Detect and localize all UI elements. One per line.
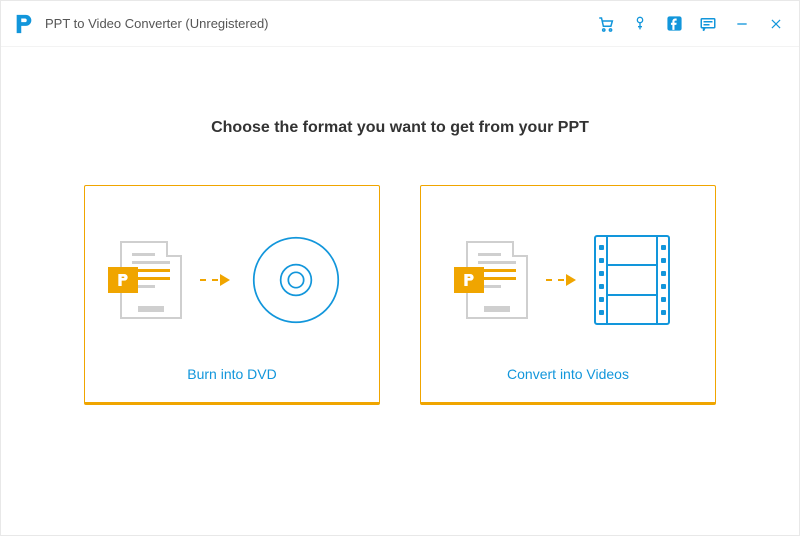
main-content: Choose the format you want to get from y…: [1, 47, 799, 535]
dvd-disc-icon: [248, 232, 344, 328]
titlebar-actions: [597, 15, 785, 33]
convert-video-card[interactable]: Convert into Videos: [420, 185, 716, 405]
page-heading: Choose the format you want to get from y…: [211, 119, 589, 137]
ppt-document-icon: [120, 241, 182, 319]
burn-dvd-label: Burn into DVD: [187, 366, 276, 404]
cart-icon[interactable]: [597, 15, 615, 33]
facebook-icon[interactable]: [665, 15, 683, 33]
filmstrip-icon: [594, 235, 670, 325]
app-logo-icon: [11, 11, 37, 37]
convert-video-art: [421, 186, 715, 366]
arrow-icon: [200, 273, 230, 287]
ppt-document-icon: [466, 241, 528, 319]
convert-video-label: Convert into Videos: [507, 366, 629, 404]
arrow-icon: [546, 273, 576, 287]
feedback-icon[interactable]: [699, 15, 717, 33]
app-window: PPT to Video Converter (Unregistered): [0, 0, 800, 536]
burn-dvd-art: [85, 186, 379, 366]
minimize-icon[interactable]: [733, 15, 751, 33]
burn-dvd-card[interactable]: Burn into DVD: [84, 185, 380, 405]
titlebar: PPT to Video Converter (Unregistered): [1, 1, 799, 47]
option-cards: Burn into DVD: [84, 185, 716, 405]
app-title: PPT to Video Converter (Unregistered): [45, 16, 269, 31]
key-icon[interactable]: [631, 15, 649, 33]
close-icon[interactable]: [767, 15, 785, 33]
